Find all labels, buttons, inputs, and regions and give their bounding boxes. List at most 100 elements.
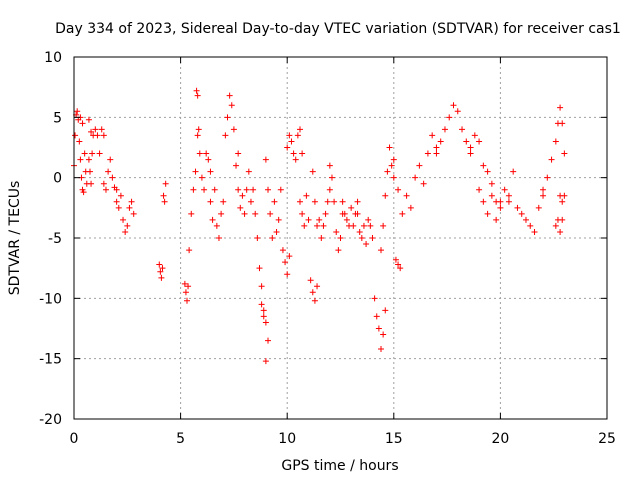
data-point [279, 247, 286, 254]
data-point [390, 156, 397, 163]
data-point [316, 216, 323, 223]
data-point [226, 92, 233, 99]
data-point [262, 156, 269, 163]
y-tick-label: -20 [39, 412, 62, 428]
data-point [311, 198, 318, 205]
data-point [488, 192, 495, 199]
data-point [265, 337, 272, 344]
data-point [160, 192, 167, 199]
y-tick-label: -10 [39, 291, 62, 307]
data-point [350, 222, 357, 229]
data-point [159, 265, 166, 272]
data-point [360, 222, 367, 229]
data-point [441, 126, 448, 133]
data-point [561, 192, 568, 199]
data-point [250, 186, 257, 193]
data-point [256, 265, 263, 272]
data-point [437, 138, 444, 145]
data-point [245, 168, 252, 175]
data-point [254, 235, 261, 241]
data-point [380, 331, 387, 338]
data-point [518, 210, 525, 217]
data-point [463, 138, 470, 145]
data-point [85, 116, 92, 123]
data-point [185, 283, 192, 290]
data-point [367, 222, 374, 229]
data-point [552, 138, 559, 145]
data-point [559, 120, 566, 127]
data-point [407, 204, 414, 211]
data-point [416, 162, 423, 169]
data-point [540, 186, 547, 193]
data-point [433, 150, 440, 157]
data-point [322, 210, 329, 217]
data-point [450, 102, 457, 109]
data-point [333, 228, 340, 235]
data-point [195, 126, 202, 133]
data-point [348, 204, 355, 211]
data-point [102, 186, 109, 193]
data-point [194, 92, 201, 99]
data-point [258, 301, 265, 308]
data-point [354, 198, 361, 205]
data-point [484, 210, 491, 217]
data-point [386, 144, 393, 151]
data-point [194, 132, 201, 139]
data-point [363, 241, 370, 248]
data-point [211, 186, 218, 193]
data-point [467, 144, 474, 151]
data-point [378, 346, 385, 353]
data-point [514, 204, 521, 211]
data-point [181, 280, 188, 287]
data-point [307, 277, 314, 284]
data-point [77, 156, 84, 163]
data-point [326, 186, 333, 193]
data-point [282, 259, 289, 266]
data-point [286, 132, 293, 139]
data-point [269, 235, 276, 241]
data-point [88, 180, 95, 187]
data-point [296, 126, 303, 133]
data-point [476, 138, 483, 145]
data-point [497, 204, 504, 211]
tick-labels: 0 5 10 15 20 25 -20 -15 -10 -5 0 5 10 [39, 50, 616, 447]
data-point [292, 156, 299, 163]
data-point [314, 222, 321, 229]
data-point [476, 186, 483, 193]
chart-title: Day 334 of 2023, Sidereal Day-to-day VTE… [55, 21, 621, 37]
data-point [399, 210, 406, 217]
data-point [337, 235, 344, 241]
data-point [109, 174, 116, 181]
data-point [260, 313, 267, 320]
data-point [81, 150, 88, 157]
data-point [433, 144, 440, 151]
data-point [275, 216, 282, 223]
data-point [277, 186, 284, 193]
data-point [193, 87, 200, 94]
data-point [459, 126, 466, 133]
data-point [339, 198, 346, 205]
data-point [228, 102, 235, 109]
data-point [552, 222, 559, 229]
data-point [446, 114, 453, 121]
data-point [557, 228, 564, 235]
data-point [186, 247, 193, 254]
data-point [356, 228, 363, 235]
data-point [273, 228, 280, 235]
data-point [382, 192, 389, 199]
data-point [243, 186, 250, 193]
data-point [198, 174, 205, 181]
data-point [420, 180, 427, 187]
data-point [80, 189, 87, 196]
data-point [192, 168, 199, 175]
data-point [92, 126, 99, 133]
data-point [98, 126, 105, 133]
data-point [395, 186, 402, 193]
data-point [220, 198, 227, 205]
data-point [354, 210, 361, 217]
data-point [559, 198, 566, 205]
data-point [120, 216, 127, 223]
data-point [358, 235, 365, 241]
data-point [258, 283, 265, 290]
